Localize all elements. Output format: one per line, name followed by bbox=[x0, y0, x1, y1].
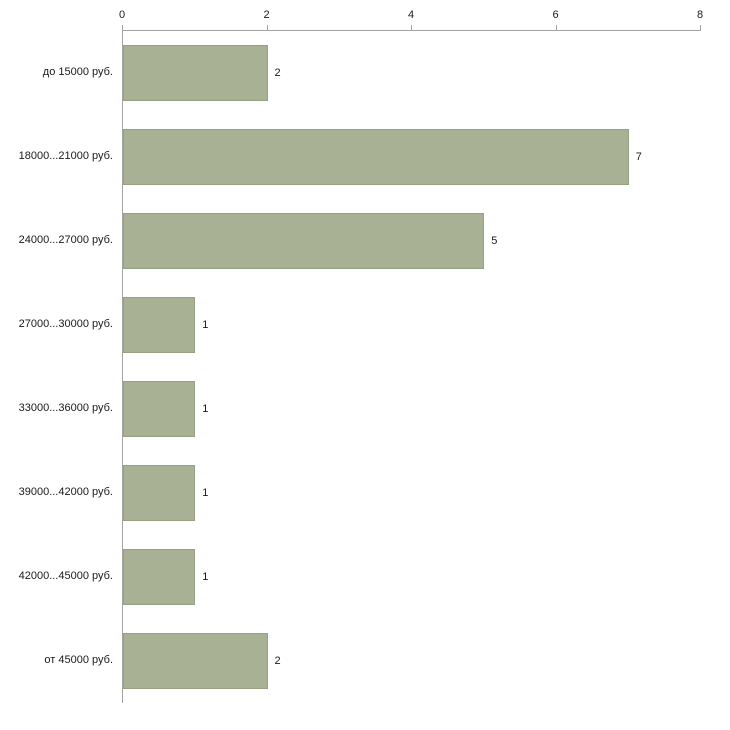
bar bbox=[123, 465, 196, 521]
plot-area: 2 7 5 1 1 1 1 2 bbox=[122, 30, 701, 703]
category-label: от 45000 руб. bbox=[44, 654, 113, 666]
x-tick-label: 4 bbox=[407, 9, 415, 21]
bar-row: 2 bbox=[123, 619, 281, 703]
x-tick-label: 6 bbox=[552, 9, 559, 21]
bar-value-label: 1 bbox=[202, 319, 209, 331]
bar bbox=[123, 381, 196, 437]
bar bbox=[123, 45, 268, 101]
category-label: 18000...21000 руб. bbox=[18, 150, 113, 162]
bar-value-label: 1 bbox=[202, 487, 209, 499]
category-label: 39000...42000 руб. bbox=[18, 486, 113, 498]
x-tick-mark bbox=[122, 25, 123, 30]
x-tick-label: 8 bbox=[696, 9, 704, 21]
bar-value-label: 1 bbox=[202, 403, 209, 415]
x-tick-mark bbox=[411, 25, 412, 30]
category-label: 42000...45000 руб. bbox=[18, 570, 113, 582]
bar-value-label: 1 bbox=[202, 571, 209, 583]
bar-row: 5 bbox=[123, 199, 497, 283]
bar-value-label: 7 bbox=[635, 151, 642, 163]
x-axis: 0 2 4 6 8 bbox=[118, 0, 704, 30]
category-label: 24000...27000 руб. bbox=[18, 234, 113, 246]
bar-row: 1 bbox=[123, 451, 208, 535]
category-label: 27000...30000 руб. bbox=[18, 318, 113, 330]
x-tick-mark bbox=[266, 25, 268, 30]
x-tick-label: 2 bbox=[263, 9, 270, 21]
bar bbox=[123, 129, 629, 185]
x-tick-label: 0 bbox=[118, 9, 126, 21]
bar bbox=[123, 297, 196, 353]
bar bbox=[123, 549, 196, 605]
bar-value-label: 2 bbox=[274, 67, 281, 79]
bar-row: 1 bbox=[123, 367, 208, 451]
x-tick-mark bbox=[700, 25, 701, 30]
category-label: до 15000 руб. bbox=[42, 66, 113, 78]
bar-row: 1 bbox=[123, 535, 208, 619]
bar bbox=[123, 633, 268, 689]
y-axis: до 15000 руб. 18000...21000 руб. 24000...2… bbox=[0, 30, 117, 702]
bar-row: 2 bbox=[123, 31, 281, 115]
category-label: 33000...36000 руб. bbox=[18, 402, 113, 414]
x-tick-mark bbox=[555, 25, 557, 30]
bar-row: 7 bbox=[123, 115, 642, 199]
bar bbox=[123, 213, 485, 269]
bar-row: 1 bbox=[123, 283, 208, 367]
bar-value-label: 2 bbox=[274, 655, 281, 667]
bar-value-label: 5 bbox=[491, 235, 498, 247]
